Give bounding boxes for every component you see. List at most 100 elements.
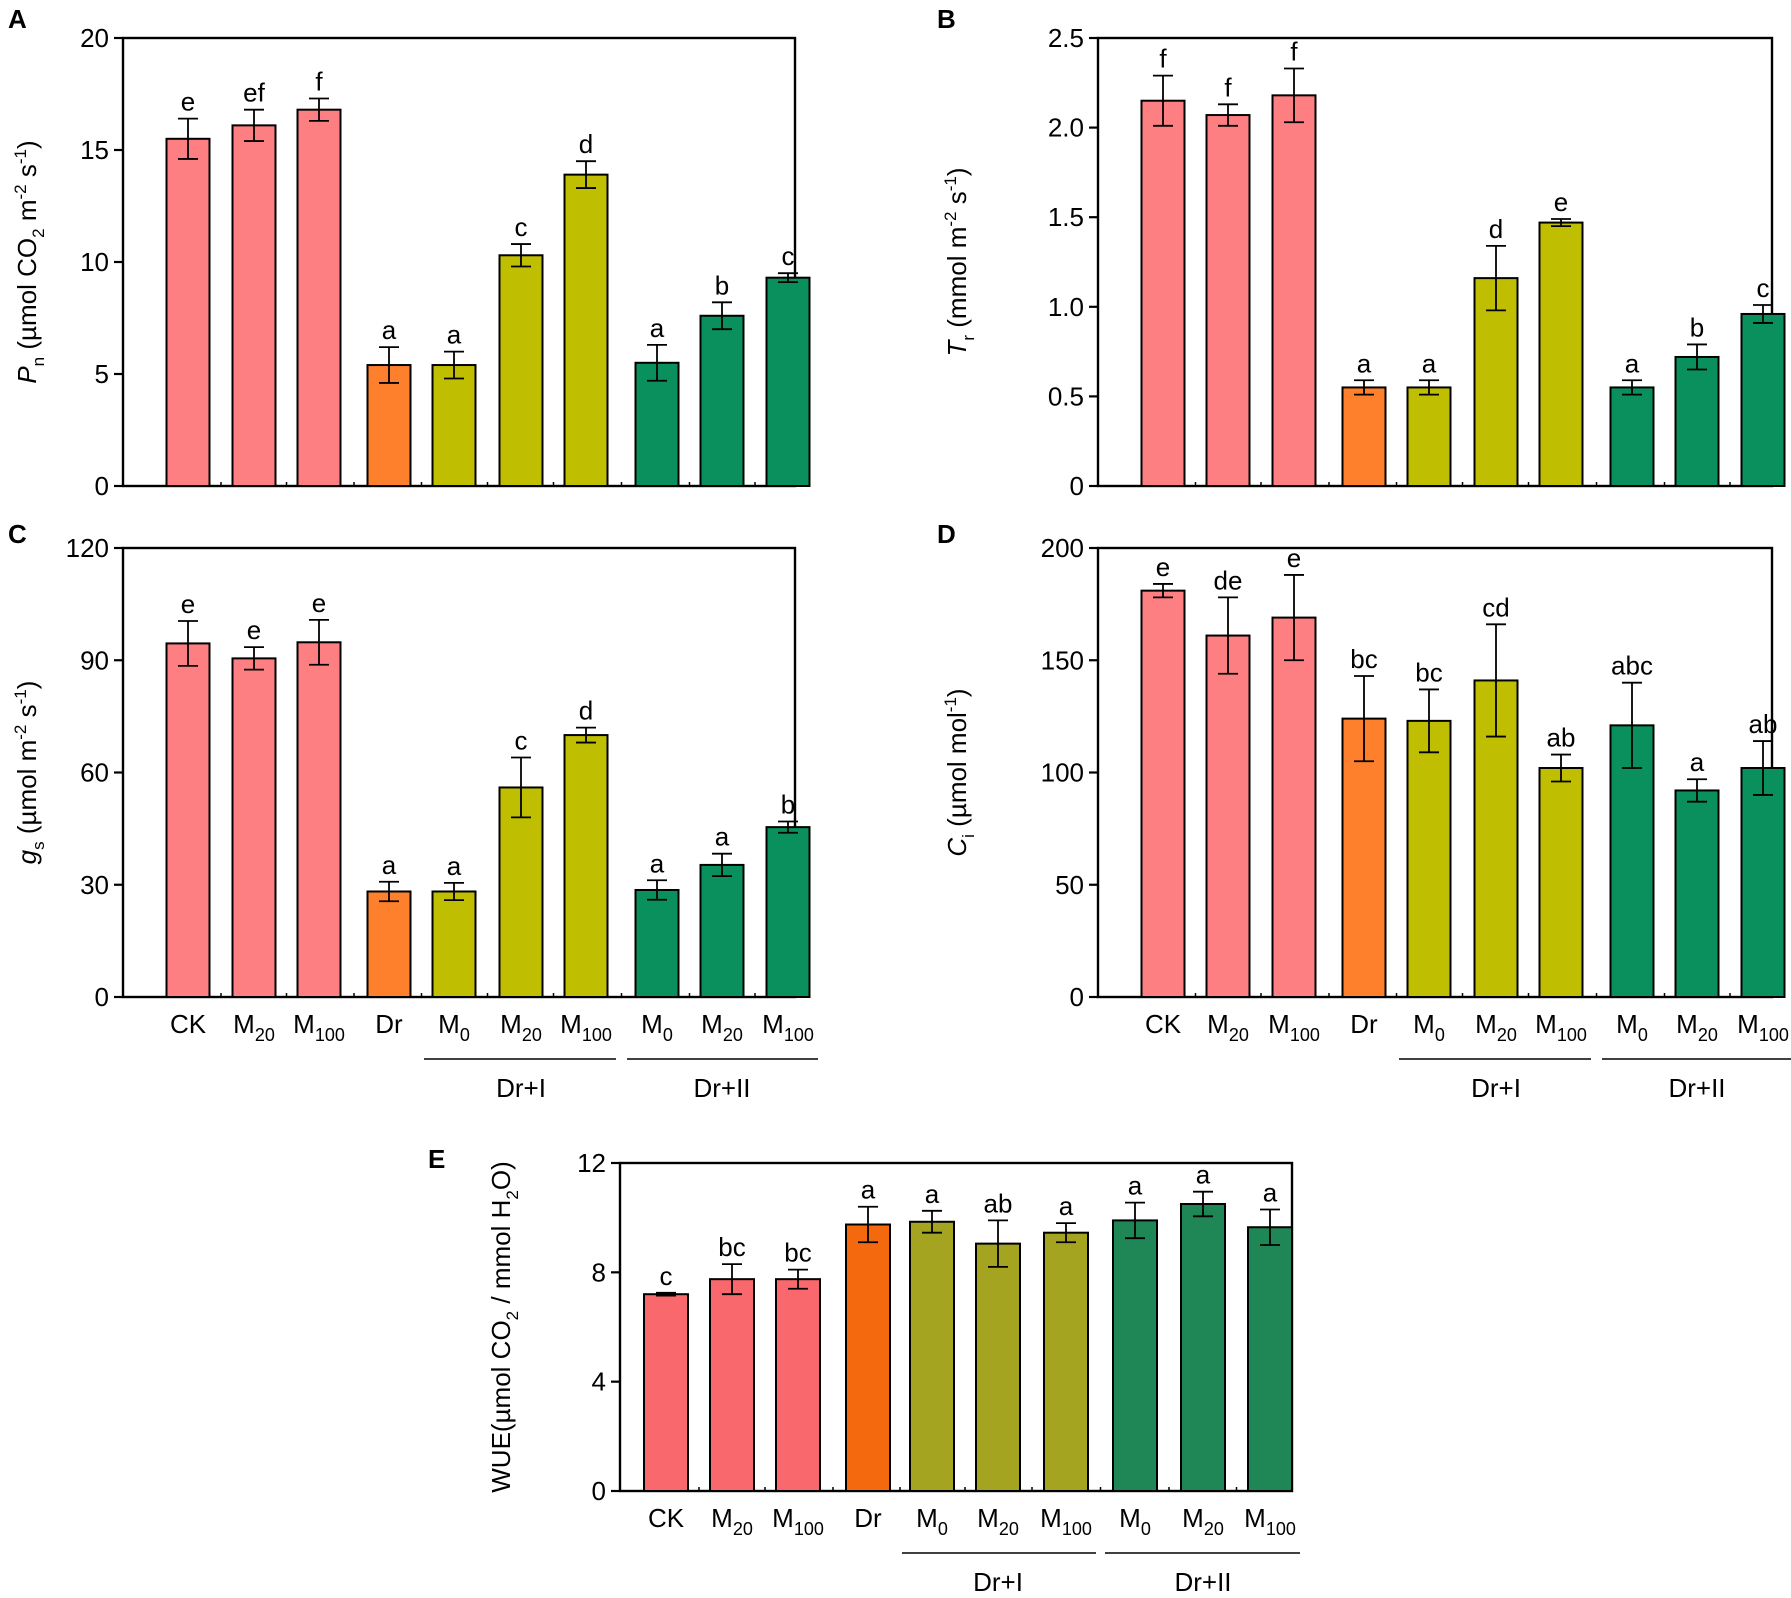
- x-tick-label: M0: [1413, 1009, 1445, 1045]
- significance-letter: b: [781, 790, 795, 820]
- bar: [699, 314, 745, 488]
- significance-letter: f: [1224, 72, 1232, 102]
- bar: [296, 108, 342, 488]
- bar: [1406, 719, 1452, 998]
- bar: [775, 1278, 821, 1492]
- x-tick-label: M20: [1182, 1503, 1224, 1539]
- significance-letter: a: [382, 850, 397, 880]
- x-tick-label: M100: [1040, 1503, 1092, 1539]
- label-part: M: [701, 1009, 723, 1039]
- label-part: -1: [941, 176, 960, 191]
- label-part: s: [942, 191, 972, 211]
- significance-letter: c: [782, 241, 795, 271]
- bar: [366, 364, 412, 488]
- x-tick-label: M20: [711, 1503, 753, 1539]
- group-label: Dr+II: [693, 1073, 750, 1103]
- significance-letter: de: [1214, 565, 1243, 595]
- significance-letter: bc: [1415, 657, 1442, 687]
- x-tick-label: Dr: [1350, 1009, 1378, 1039]
- label-part: M: [711, 1503, 733, 1533]
- y-tick-label: 100: [1041, 758, 1084, 788]
- significance-letter: d: [579, 129, 593, 159]
- bar: [1205, 114, 1251, 487]
- significance-letter: a: [925, 1179, 940, 1209]
- label-part: M: [1676, 1009, 1698, 1039]
- label-part: M: [293, 1009, 315, 1039]
- label-part: P: [12, 366, 42, 384]
- significance-letter: a: [1263, 1177, 1278, 1207]
- label-part: M: [438, 1009, 460, 1039]
- bar: [563, 734, 609, 998]
- panel-letter: C: [8, 519, 27, 549]
- x-tick-label: M0: [916, 1503, 948, 1539]
- x-tick-label: Dr: [375, 1009, 403, 1039]
- label-part: M: [772, 1503, 794, 1533]
- bar: [643, 1293, 689, 1492]
- x-tick-label: M20: [977, 1503, 1019, 1539]
- bar: [1674, 355, 1720, 488]
- significance-letter: c: [660, 1261, 673, 1291]
- label-part: s: [12, 704, 42, 724]
- bar: [498, 254, 544, 487]
- significance-letter: cd: [1482, 592, 1509, 622]
- significance-letter: abc: [1611, 651, 1653, 681]
- y-axis-label: Tr (mmol m-2 s-1): [941, 167, 978, 356]
- group-label: Dr+I: [973, 1567, 1023, 1597]
- label-part: ): [942, 688, 972, 697]
- y-tick-label: 8: [592, 1257, 606, 1287]
- bar: [1140, 589, 1186, 999]
- x-tick-label: M20: [233, 1009, 275, 1045]
- bar: [1271, 94, 1317, 488]
- group-label: Dr+II: [1174, 1567, 1231, 1597]
- y-tick-label: 1.0: [1048, 292, 1084, 322]
- y-tick-label: 0: [592, 1476, 606, 1506]
- significance-letter: e: [1554, 187, 1568, 217]
- chart-panel-b: B 0 0.5 1.0 1.5 2.0 2.5 f f f a a d e a b c Tr (mmol m-2 …: [937, 4, 1786, 501]
- x-tick-label: M100: [293, 1009, 345, 1045]
- bar: [1140, 99, 1186, 487]
- bar: [231, 657, 277, 998]
- label-part: 0: [938, 1519, 948, 1539]
- significance-letter: a: [1690, 747, 1705, 777]
- bar: [296, 641, 342, 998]
- label-part: (µmol CO: [12, 238, 42, 357]
- significance-letter: a: [1128, 1171, 1143, 1201]
- label-part: m: [12, 200, 42, 229]
- significance-letter: a: [1357, 348, 1372, 378]
- label-part: 100: [1290, 1025, 1320, 1045]
- label-part: 0: [1141, 1519, 1151, 1539]
- y-tick-label: 10: [80, 247, 109, 277]
- significance-letter: ef: [243, 78, 265, 108]
- bar: [1205, 634, 1251, 998]
- label-part: 100: [1062, 1519, 1092, 1539]
- label-part: 0: [1435, 1025, 1445, 1045]
- bar: [1341, 386, 1387, 487]
- bar: [366, 890, 412, 998]
- bar: [1538, 767, 1584, 999]
- label-part: 20: [999, 1519, 1019, 1539]
- significance-letter: b: [715, 270, 729, 300]
- y-tick-label: 90: [80, 645, 109, 675]
- bar: [1112, 1219, 1158, 1493]
- significance-letter: a: [715, 822, 730, 852]
- bar: [765, 826, 811, 999]
- label-part: M: [1244, 1503, 1266, 1533]
- label-part: M: [1182, 1503, 1204, 1533]
- label-part: 20: [1204, 1519, 1224, 1539]
- x-tick-label: M20: [701, 1009, 743, 1045]
- label-part: 100: [1557, 1025, 1587, 1045]
- bar: [845, 1223, 891, 1492]
- x-tick-label: M100: [762, 1009, 814, 1045]
- y-tick-label: 30: [80, 870, 109, 900]
- bar: [699, 863, 745, 999]
- group-label: Dr+I: [496, 1073, 546, 1103]
- label-part: 2: [503, 1311, 522, 1320]
- bar: [563, 173, 609, 487]
- bar: [1740, 767, 1786, 999]
- significance-letter: a: [1196, 1160, 1211, 1190]
- label-part: 0: [663, 1025, 673, 1045]
- significance-letter: ab: [1749, 709, 1778, 739]
- label-part: 100: [1759, 1025, 1789, 1045]
